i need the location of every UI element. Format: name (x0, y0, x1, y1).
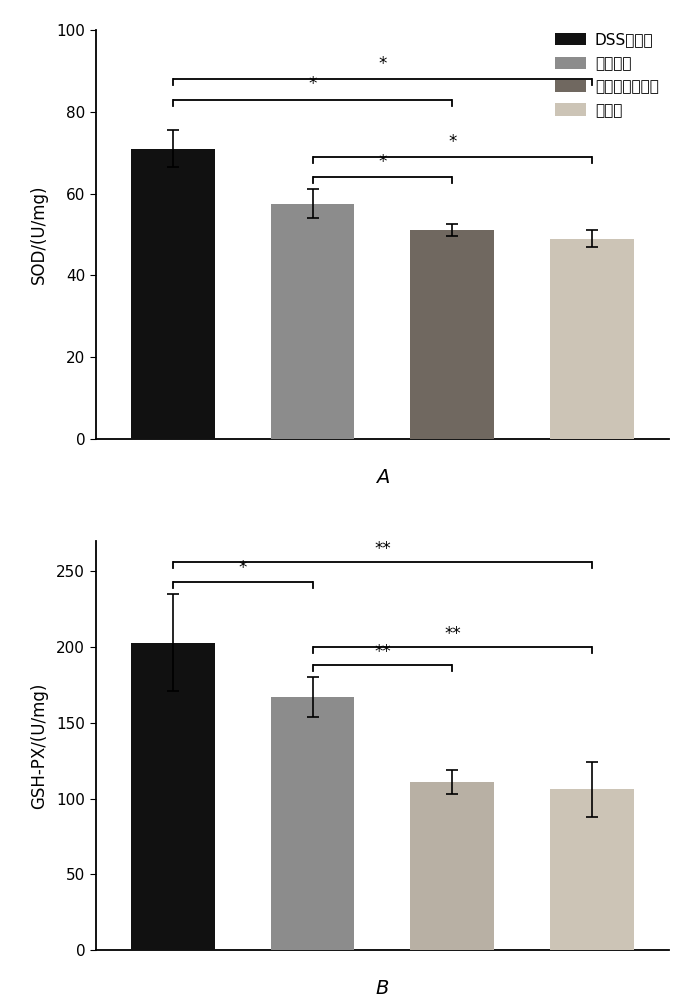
Legend: DSS对照组, 传统给药, 微球纳米复合物, 正常组: DSS对照组, 传统给药, 微球纳米复合物, 正常组 (552, 29, 662, 121)
Bar (410, 782, 494, 950)
Text: *: * (238, 559, 247, 577)
Text: *: * (378, 55, 387, 73)
Bar (550, 789, 635, 950)
Text: *: * (378, 153, 387, 171)
Bar (410, 230, 494, 439)
Text: **: ** (374, 540, 391, 558)
Bar (130, 643, 214, 950)
Text: *: * (448, 133, 457, 151)
Bar (550, 239, 635, 439)
Y-axis label: GSH-PX/(U/mg): GSH-PX/(U/mg) (30, 682, 48, 809)
Y-axis label: SOD/(U/mg): SOD/(U/mg) (30, 185, 48, 284)
Bar (130, 149, 214, 439)
Text: **: ** (374, 643, 391, 661)
Text: A: A (376, 468, 389, 487)
Text: B: B (376, 979, 389, 998)
Bar (270, 697, 354, 950)
Text: **: ** (444, 625, 461, 643)
Text: *: * (308, 75, 317, 93)
Bar (270, 204, 354, 439)
